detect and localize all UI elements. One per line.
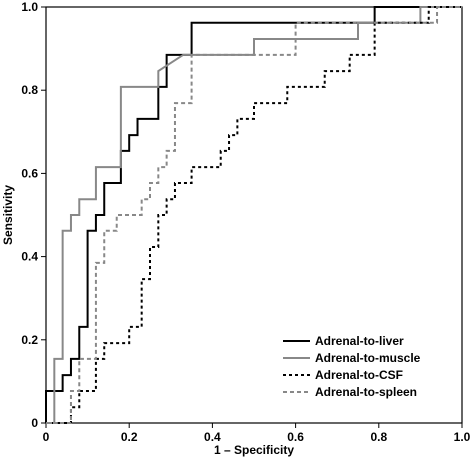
x-tick-label: 0.4	[204, 430, 221, 444]
roc-line	[46, 6, 462, 424]
x-tick-label: 0.8	[370, 430, 387, 444]
x-tick-label: 0	[43, 430, 50, 444]
x-tick-label: 0.6	[287, 430, 304, 444]
y-tick-label: 0.8	[21, 83, 38, 97]
legend-label: Adrenal-to-muscle	[315, 351, 421, 365]
y-tick-label: 0.6	[21, 166, 38, 180]
legend-label: Adrenal-to-spleen	[315, 385, 417, 399]
y-tick-label: 0.2	[21, 333, 38, 347]
y-tick-label: 0.4	[21, 250, 38, 264]
legend-label: Adrenal-to-CSF	[315, 368, 403, 382]
x-tick-label: 0.2	[121, 430, 138, 444]
y-tick-label: 1.0	[21, 0, 38, 14]
roc-line	[46, 6, 462, 424]
legend-label: Adrenal-to-liver	[315, 334, 404, 348]
roc-line	[46, 6, 462, 424]
x-axis-label: 1 – Specificity	[214, 443, 294, 457]
roc-line	[45, 6, 462, 423]
y-tick-label: 0	[31, 416, 38, 430]
y-axis-label: Sensitivity	[1, 185, 15, 245]
plot-frame	[45, 6, 463, 424]
x-tick-label: 1.0	[454, 430, 471, 444]
